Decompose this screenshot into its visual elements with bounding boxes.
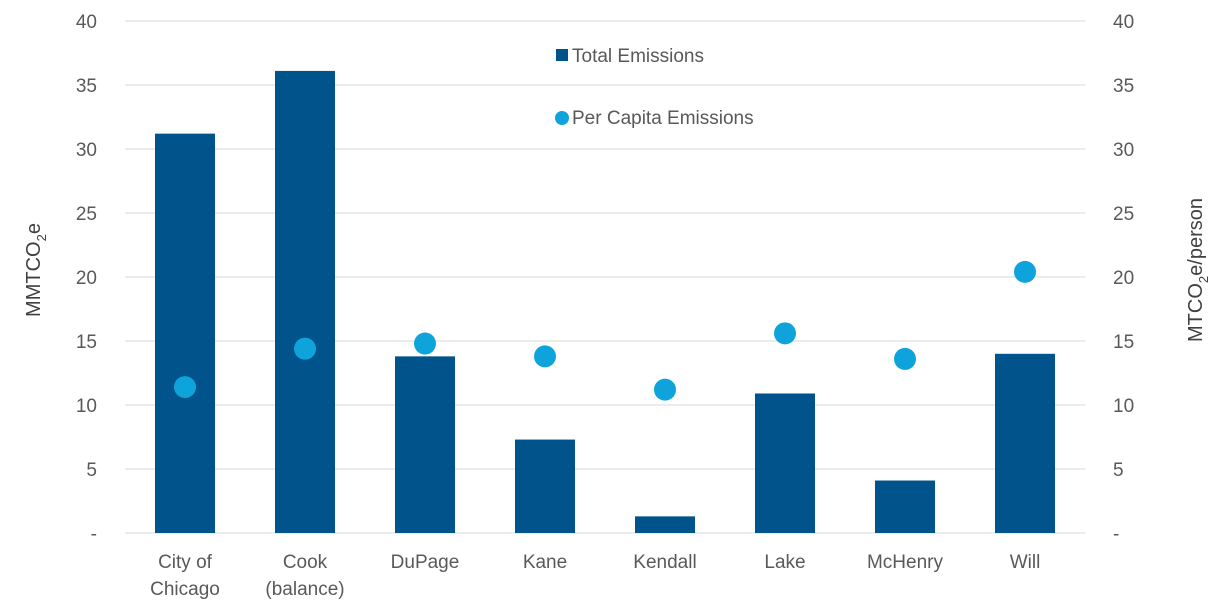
right-tick-label: 25: [1113, 204, 1134, 225]
category-label: DuPage: [391, 552, 460, 573]
bar: [515, 439, 575, 533]
category-labels: City of Chicago Cook (balance) DuPage Kane Ken…: [150, 552, 1040, 600]
left-tick-label: 35: [76, 76, 97, 97]
per-capita-point: [894, 347, 916, 370]
right-tick-label: 30: [1113, 140, 1134, 161]
right-tick-label: 15: [1113, 332, 1134, 353]
per-capita-points: [174, 260, 1036, 401]
per-capita-point: [1014, 260, 1036, 283]
left-tick-label: 15: [76, 332, 97, 353]
legend-label-total-emissions: Total Emissions: [572, 46, 704, 67]
left-axis-ticks: - 5 10 15 20 25 30 35 40: [76, 12, 97, 545]
category-label: Will: [1010, 552, 1041, 573]
left-tick-label: -: [91, 524, 97, 545]
legend: Total Emissions Per Capita Emissions: [555, 46, 754, 129]
category-label: Chicago: [150, 579, 220, 600]
gridlines: [125, 20, 1085, 534]
right-tick-label: 5: [1113, 460, 1124, 481]
bar: [755, 393, 815, 533]
category-label: Cook: [283, 552, 328, 573]
per-capita-point: [534, 345, 556, 368]
left-tick-label: 40: [76, 12, 97, 33]
right-axis-ticks: - 5 10 15 20 25 30 35 40: [1113, 12, 1134, 545]
right-axis-title: MTCO2e/person: [1185, 198, 1211, 342]
right-tick-label: 20: [1113, 268, 1134, 289]
left-tick-label: 20: [76, 268, 97, 289]
per-capita-point: [294, 337, 316, 360]
bar: [275, 70, 335, 534]
legend-label-per-capita-emissions: Per Capita Emissions: [572, 108, 754, 129]
right-tick-label: 40: [1113, 12, 1134, 33]
left-tick-label: 10: [76, 396, 97, 417]
category-label: McHenry: [867, 552, 944, 573]
right-tick-label: 10: [1113, 396, 1134, 417]
legend-swatch-total-emissions: [556, 49, 568, 61]
per-capita-point: [774, 322, 796, 345]
left-axis-title: MMTCO2e: [23, 223, 49, 317]
category-label: Kendall: [633, 552, 696, 573]
category-label: Kane: [523, 552, 567, 573]
category-label: (balance): [265, 579, 344, 600]
category-label: Lake: [764, 552, 805, 573]
bar: [395, 356, 455, 533]
per-capita-point: [654, 378, 676, 401]
bar: [875, 480, 935, 533]
per-capita-point: [414, 332, 436, 355]
legend-marker-per-capita-emissions: [555, 111, 569, 125]
right-tick-label: 35: [1113, 76, 1134, 97]
right-tick-label: -: [1113, 524, 1119, 545]
bar: [635, 516, 695, 533]
per-capita-point: [174, 376, 196, 399]
left-tick-label: 25: [76, 204, 97, 225]
left-tick-label: 5: [86, 460, 97, 481]
bar: [155, 133, 215, 533]
total-emissions-bars: [155, 70, 1055, 534]
left-tick-label: 30: [76, 140, 97, 161]
bar: [995, 353, 1055, 533]
category-label: City of: [158, 552, 213, 573]
